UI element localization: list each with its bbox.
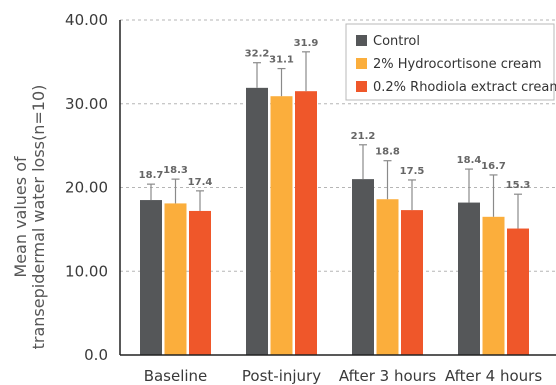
bar-1-2 bbox=[295, 91, 317, 355]
y-axis-label-line: Mean values of bbox=[11, 156, 30, 278]
legend-label: 0.2% Rhodiola extract cream bbox=[373, 80, 556, 95]
data-label: 17.5 bbox=[400, 166, 425, 177]
data-label: 16.7 bbox=[481, 161, 506, 172]
data-label: 17.4 bbox=[188, 177, 213, 188]
data-label: 32.2 bbox=[245, 49, 270, 60]
data-label: 18.8 bbox=[375, 147, 400, 158]
bar-3-2 bbox=[507, 228, 529, 355]
data-label: 31.9 bbox=[294, 38, 319, 49]
legend-label: Control bbox=[373, 34, 420, 49]
y-tick-label: 10.00 bbox=[65, 262, 108, 280]
data-label: 18.7 bbox=[139, 170, 164, 181]
bar-1-0 bbox=[246, 87, 268, 356]
y-tick-label: 20.00 bbox=[65, 179, 108, 197]
y-tick-label: 40.00 bbox=[65, 11, 108, 29]
y-tick-label: 0.0 bbox=[84, 346, 108, 364]
legend: Control 2% Hydrocortisone cream 0.2% Rhodi… bbox=[345, 23, 556, 101]
legend-label: 2% Hydrocortisone cream bbox=[373, 57, 542, 72]
axes: 0.0 10.00 20.00 30.00 40.00 Mean values of tra… bbox=[11, 11, 556, 385]
bar-0-1 bbox=[164, 203, 187, 355]
legend-swatch bbox=[356, 81, 367, 92]
data-label: 18.4 bbox=[457, 155, 482, 166]
x-tick-label: Post-injury bbox=[242, 367, 321, 385]
data-label: 31.1 bbox=[269, 55, 294, 66]
legend-swatch bbox=[356, 35, 367, 46]
x-tick-label: After 3 hours bbox=[339, 367, 436, 385]
error-bars bbox=[147, 51, 522, 229]
y-axis-label-line: transepidermal water loss(n=10) bbox=[29, 85, 48, 350]
bars bbox=[140, 87, 529, 356]
legend-swatch bbox=[356, 58, 367, 69]
bar-2-2 bbox=[401, 210, 423, 355]
legend-box bbox=[345, 23, 555, 101]
data-label: 15.3 bbox=[506, 180, 531, 191]
bar-1-1 bbox=[270, 96, 293, 356]
y-tick-label: 30.00 bbox=[65, 95, 108, 113]
bar-2-0 bbox=[352, 179, 374, 355]
bar-0-2 bbox=[189, 210, 211, 355]
data-labels: 18.7 18.317.4 32.231.131.9 21.2 18.817.5 18.4… bbox=[139, 38, 531, 191]
x-tick-label: Baseline bbox=[144, 367, 208, 385]
bar-3-1 bbox=[482, 216, 505, 355]
bar-2-1 bbox=[376, 199, 399, 355]
bar-0-0 bbox=[140, 200, 162, 355]
data-label: 21.2 bbox=[351, 131, 376, 142]
data-label: 18.3 bbox=[163, 165, 188, 176]
bar-3-0 bbox=[458, 202, 480, 355]
x-tick-label: After 4 hours bbox=[445, 367, 542, 385]
